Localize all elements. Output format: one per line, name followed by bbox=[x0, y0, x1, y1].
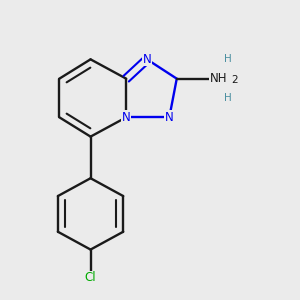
Text: Cl: Cl bbox=[85, 271, 96, 284]
Text: N: N bbox=[143, 53, 152, 66]
Text: H: H bbox=[224, 54, 232, 64]
Text: N: N bbox=[122, 111, 130, 124]
Text: H: H bbox=[224, 93, 232, 103]
Text: 2: 2 bbox=[231, 75, 238, 85]
Text: NH: NH bbox=[209, 72, 227, 85]
Text: N: N bbox=[165, 111, 174, 124]
